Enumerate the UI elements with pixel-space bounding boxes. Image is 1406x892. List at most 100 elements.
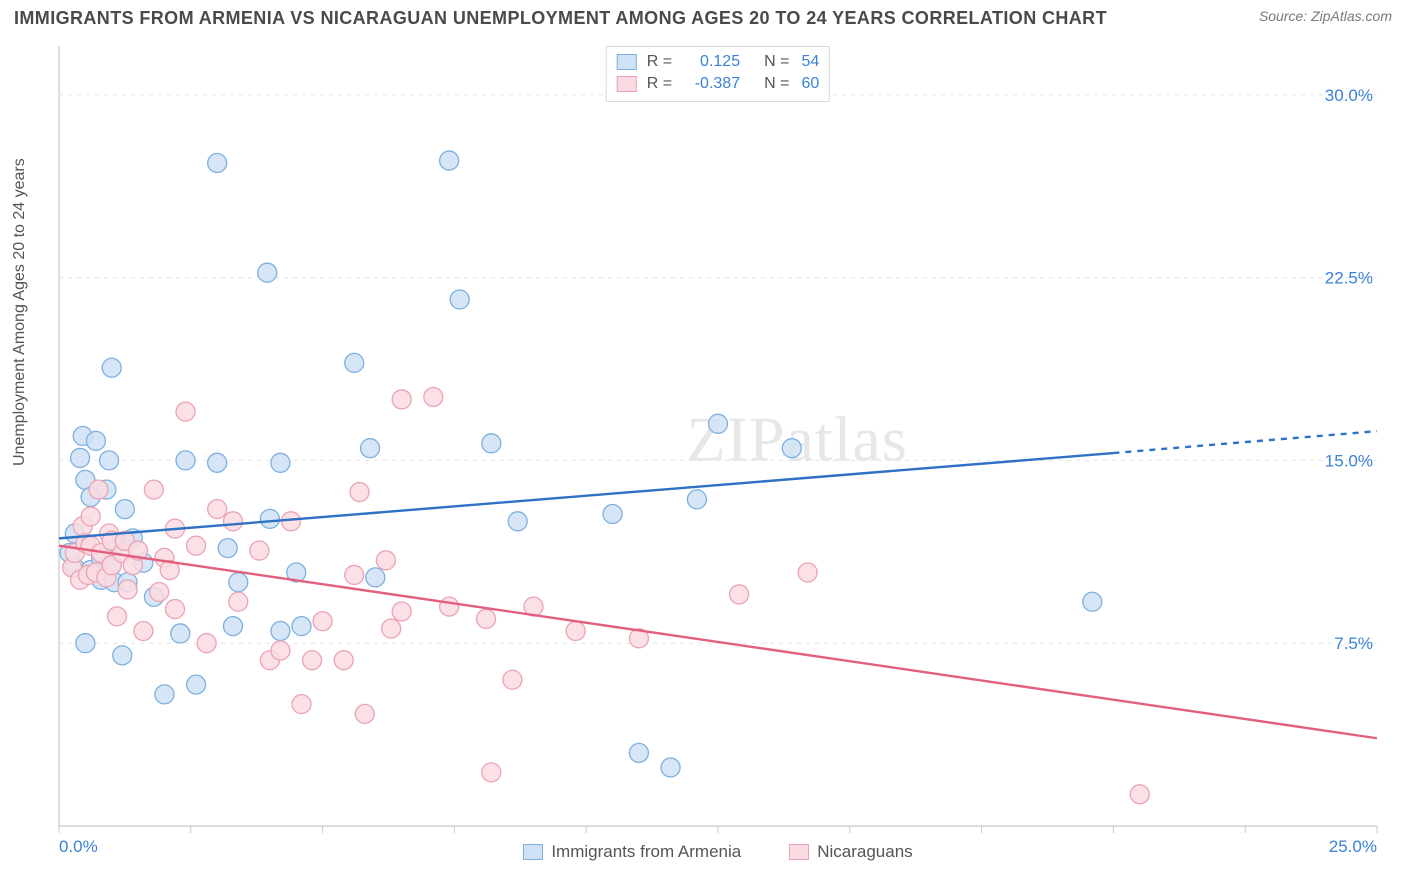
data-point xyxy=(208,154,227,173)
legend-r-value: 0.125 xyxy=(684,51,740,73)
data-point xyxy=(81,507,100,526)
data-point xyxy=(392,602,411,621)
data-point xyxy=(1083,592,1102,611)
data-point xyxy=(345,565,364,584)
scatter-chart: 7.5%15.0%22.5%30.0%0.0%25.0%ZIPatlas xyxy=(48,40,1388,860)
data-point xyxy=(629,743,648,762)
data-point xyxy=(229,573,248,592)
data-point xyxy=(260,509,279,528)
data-point xyxy=(503,670,522,689)
data-point xyxy=(477,609,496,628)
legend-swatch xyxy=(617,54,637,70)
data-point xyxy=(113,646,132,665)
chart-title: IMMIGRANTS FROM ARMENIA VS NICARAGUAN UN… xyxy=(14,8,1107,29)
data-point xyxy=(440,597,459,616)
data-point xyxy=(271,622,290,641)
data-point xyxy=(155,685,174,704)
y-tick-label: 15.0% xyxy=(1325,451,1373,470)
data-point xyxy=(71,448,90,467)
data-point xyxy=(223,617,242,636)
data-point xyxy=(107,607,126,626)
series-legend: Immigrants from Armenia Nicaraguans xyxy=(48,842,1388,862)
data-point xyxy=(150,583,169,602)
correlation-legend-row: R = -0.387 N = 60 xyxy=(617,73,819,95)
data-point xyxy=(86,431,105,450)
data-point xyxy=(303,651,322,670)
data-point xyxy=(197,634,216,653)
legend-r-label: R = xyxy=(647,73,672,95)
legend-r-value: -0.387 xyxy=(684,73,740,95)
data-point xyxy=(603,505,622,524)
data-point xyxy=(798,563,817,582)
data-point xyxy=(76,634,95,653)
data-point xyxy=(134,622,153,641)
data-point xyxy=(566,622,585,641)
data-point xyxy=(687,490,706,509)
legend-n-label: N = xyxy=(764,73,789,95)
data-point xyxy=(165,600,184,619)
data-point xyxy=(450,290,469,309)
series-legend-item: Immigrants from Armenia xyxy=(523,842,741,862)
data-point xyxy=(250,541,269,560)
legend-swatch xyxy=(617,76,637,92)
legend-swatch xyxy=(789,844,809,860)
data-point xyxy=(508,512,527,531)
data-point xyxy=(1130,785,1149,804)
legend-r-label: R = xyxy=(647,51,672,73)
data-point xyxy=(424,388,443,407)
data-point xyxy=(292,617,311,636)
data-point xyxy=(229,592,248,611)
data-point xyxy=(218,539,237,558)
source-attribution: Source: ZipAtlas.com xyxy=(1259,8,1392,24)
correlation-legend-row: R = 0.125 N = 54 xyxy=(617,51,819,73)
legend-n-value: 54 xyxy=(801,51,819,73)
data-point xyxy=(313,612,332,631)
data-point xyxy=(115,500,134,519)
legend-swatch xyxy=(523,844,543,860)
data-point xyxy=(258,263,277,282)
data-point xyxy=(208,500,227,519)
data-point xyxy=(171,624,190,643)
data-point xyxy=(709,414,728,433)
data-point xyxy=(382,619,401,638)
y-tick-label: 30.0% xyxy=(1325,86,1373,105)
data-point xyxy=(366,568,385,587)
data-point xyxy=(292,695,311,714)
data-point xyxy=(355,704,374,723)
data-point xyxy=(187,675,206,694)
data-point xyxy=(102,358,121,377)
y-tick-label: 7.5% xyxy=(1334,634,1373,653)
data-point xyxy=(361,439,380,458)
data-point xyxy=(350,483,369,502)
data-point xyxy=(782,439,801,458)
data-point xyxy=(392,390,411,409)
data-point xyxy=(661,758,680,777)
chart-area: 7.5%15.0%22.5%30.0%0.0%25.0%ZIPatlas R =… xyxy=(48,40,1388,860)
data-point xyxy=(345,353,364,372)
data-point xyxy=(376,551,395,570)
data-point xyxy=(482,763,501,782)
series-legend-label: Immigrants from Armenia xyxy=(551,842,741,862)
data-point xyxy=(271,453,290,472)
data-point xyxy=(730,585,749,604)
data-point xyxy=(208,453,227,472)
y-axis-label: Unemployment Among Ages 20 to 24 years xyxy=(11,426,29,466)
data-point xyxy=(440,151,459,170)
data-point xyxy=(176,451,195,470)
trend-line-extrapolated xyxy=(1113,431,1377,453)
data-point xyxy=(187,536,206,555)
legend-n-label: N = xyxy=(764,51,789,73)
data-point xyxy=(144,480,163,499)
trend-line xyxy=(59,546,1377,739)
data-point xyxy=(118,580,137,599)
correlation-legend: R = 0.125 N = 54 R = -0.387 N = 60 xyxy=(606,46,830,102)
data-point xyxy=(100,451,119,470)
data-point xyxy=(176,402,195,421)
series-legend-label: Nicaraguans xyxy=(817,842,912,862)
data-point xyxy=(271,641,290,660)
data-point xyxy=(223,512,242,531)
legend-n-value: 60 xyxy=(801,73,819,95)
series-legend-item: Nicaraguans xyxy=(789,842,912,862)
y-tick-label: 22.5% xyxy=(1325,269,1373,288)
data-point xyxy=(482,434,501,453)
